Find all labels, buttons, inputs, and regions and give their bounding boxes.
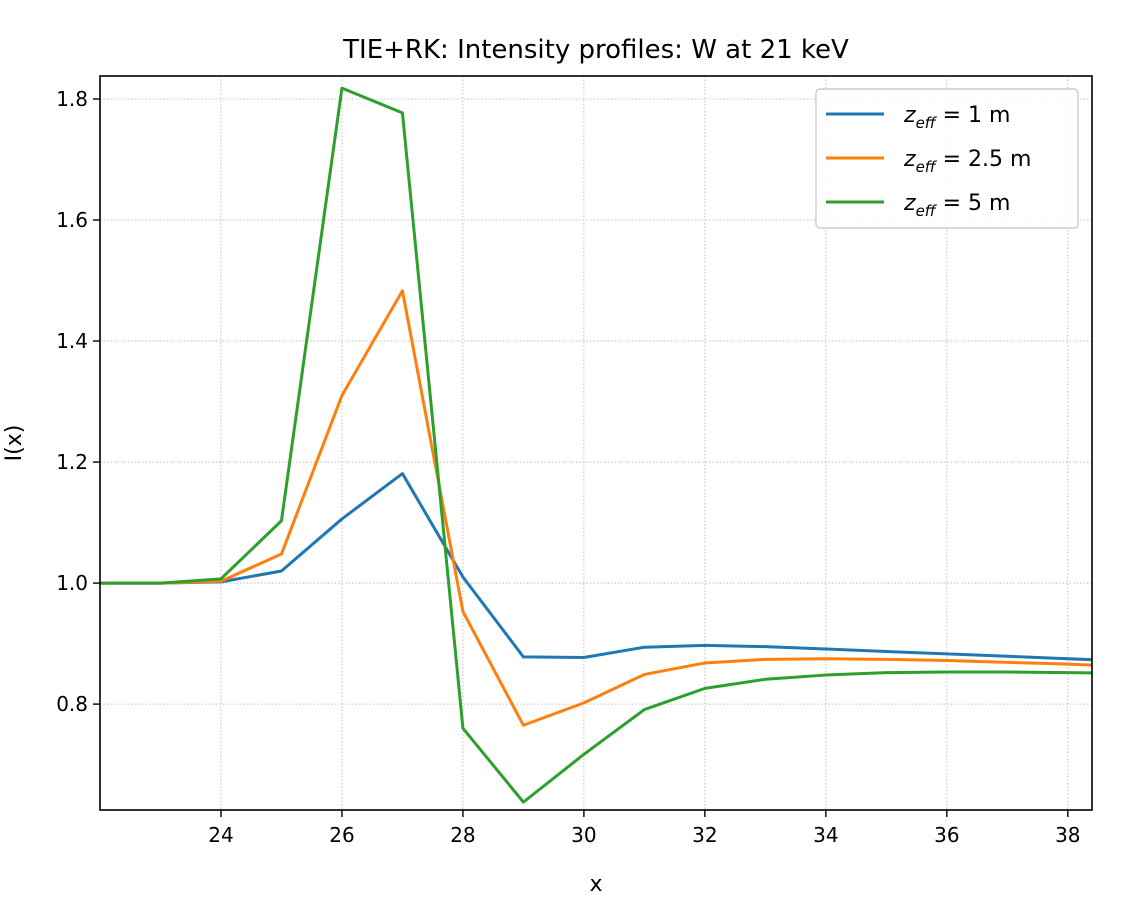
legend-label: zeff = 1 m [903,103,1010,132]
x-tick-label: 32 [692,823,717,847]
x-axis-label: x [589,872,602,897]
x-tick-label: 28 [450,823,475,847]
x-tick-label: 34 [813,823,838,847]
series-line-3 [100,86,1092,804]
x-axis-ticks: 24 26 28 30 32 34 36 38 [208,810,1081,847]
x-tick-label: 26 [329,823,354,847]
x-tick-label: 38 [1055,823,1080,847]
x-tick-label: 24 [208,823,233,847]
chart-title: TIE+RK: Intensity profiles: W at 21 keV [342,35,849,65]
y-tick-label: 1.6 [56,208,88,232]
plot-frame [99,75,1093,811]
y-tick-label: 0.8 [56,692,88,716]
legend: zeff = 1 m zeff = 2.5 m zeff = 5 m [815,88,1079,229]
y-tick-label: 1.4 [56,329,88,353]
legend-box [815,88,1079,229]
series-layer [100,86,1092,804]
y-axis-label: I(x) [2,425,27,462]
y-tick-label: 1.0 [56,571,88,595]
y-tick-label: 1.2 [56,450,88,474]
series-line-1 [100,472,1092,662]
legend-label: zeff = 5 m [903,191,1010,220]
y-axis-ticks: 0.8 1.0 1.2 1.4 1.6 1.8 [56,87,100,716]
x-tick-label: 30 [571,823,596,847]
y-tick-label: 1.8 [56,87,88,111]
x-tick-label: 36 [934,823,959,847]
legend-label: zeff = 2.5 m [903,147,1031,176]
series-line-2 [100,289,1092,727]
